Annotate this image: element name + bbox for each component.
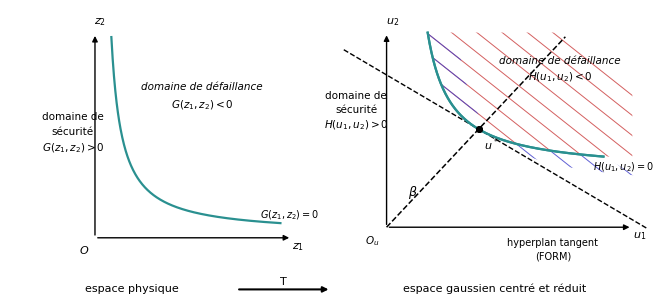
Text: sécurité: sécurité xyxy=(335,105,378,115)
Text: $O_u$: $O_u$ xyxy=(365,234,379,248)
Text: $H(u_1, u_2) < 0$: $H(u_1, u_2) < 0$ xyxy=(527,70,593,84)
Text: espace physique: espace physique xyxy=(85,284,179,294)
Text: $u^*$: $u^*$ xyxy=(484,136,498,153)
Text: sécurité: sécurité xyxy=(52,127,94,138)
Text: $\beta$: $\beta$ xyxy=(408,184,418,201)
Text: $O$: $O$ xyxy=(79,244,89,256)
Text: $u_1$: $u_1$ xyxy=(633,230,646,242)
Text: T: T xyxy=(280,277,287,287)
Text: $z_1$: $z_1$ xyxy=(292,241,304,253)
Text: domaine de défaillance: domaine de défaillance xyxy=(499,56,621,66)
Text: $H(u_1, u_2) = 0$: $H(u_1, u_2) = 0$ xyxy=(593,160,653,174)
Text: (FORM): (FORM) xyxy=(535,251,571,261)
Text: $z_2$: $z_2$ xyxy=(94,17,106,28)
Text: $G(z_1, z_2) < 0$: $G(z_1, z_2) < 0$ xyxy=(171,98,234,112)
Text: $u_2$: $u_2$ xyxy=(385,16,399,28)
Text: hyperplan tangent: hyperplan tangent xyxy=(508,237,599,247)
Text: $G(z_1, z_2) > 0$: $G(z_1, z_2) > 0$ xyxy=(42,142,104,156)
Text: domaine de défaillance: domaine de défaillance xyxy=(141,82,263,92)
Text: domaine de: domaine de xyxy=(325,91,387,101)
Text: $H(u_1, u_2) > 0$: $H(u_1, u_2) > 0$ xyxy=(324,119,389,132)
Text: domaine de: domaine de xyxy=(42,112,104,123)
Text: $G(z_1, z_2) = 0$: $G(z_1, z_2) = 0$ xyxy=(260,208,319,222)
Text: espace gaussien centré et réduit: espace gaussien centré et réduit xyxy=(403,284,587,294)
